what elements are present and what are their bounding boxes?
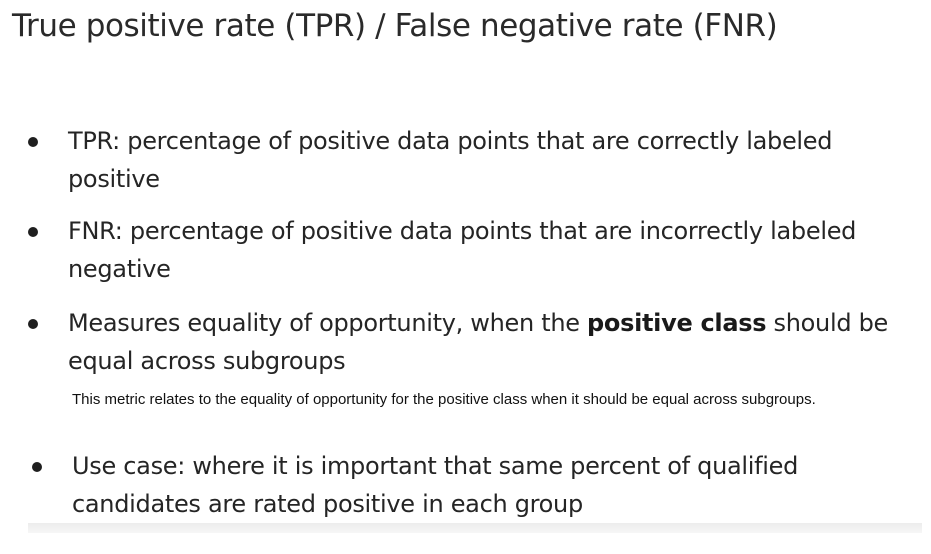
slide-title: True positive rate (TPR) / False negativ… [12,8,778,44]
bullet-item-use-case: Use case: where it is important that sam… [32,447,912,523]
bullet-text: FNR: percentage of positive data points … [68,217,857,283]
bullet-text: Measures equality of opportunity, when t… [68,304,908,380]
bullet-text-after: should be equal across subgroups [68,309,888,375]
explanatory-note: This metric relates to the equality of o… [72,391,816,408]
bottom-divider [28,523,922,533]
bullet-text-before: Measures equality of opportunity, when t… [68,309,588,337]
bullet-dot-icon [28,227,38,237]
bullet-dot-icon [28,137,38,147]
bullet-item-equality: Measures equality of opportunity, when t… [28,304,908,380]
bullet-text: Use case: where it is important that sam… [72,452,799,518]
bullet-text: TPR: percentage of positive data points … [68,127,833,193]
bullet-dot-icon [32,462,42,472]
bullet-dot-icon [28,319,38,329]
bullet-item-fnr: FNR: percentage of positive data points … [28,212,908,288]
bullet-text-bold: positive class [587,309,767,337]
bullet-item-tpr: TPR: percentage of positive data points … [28,122,908,198]
